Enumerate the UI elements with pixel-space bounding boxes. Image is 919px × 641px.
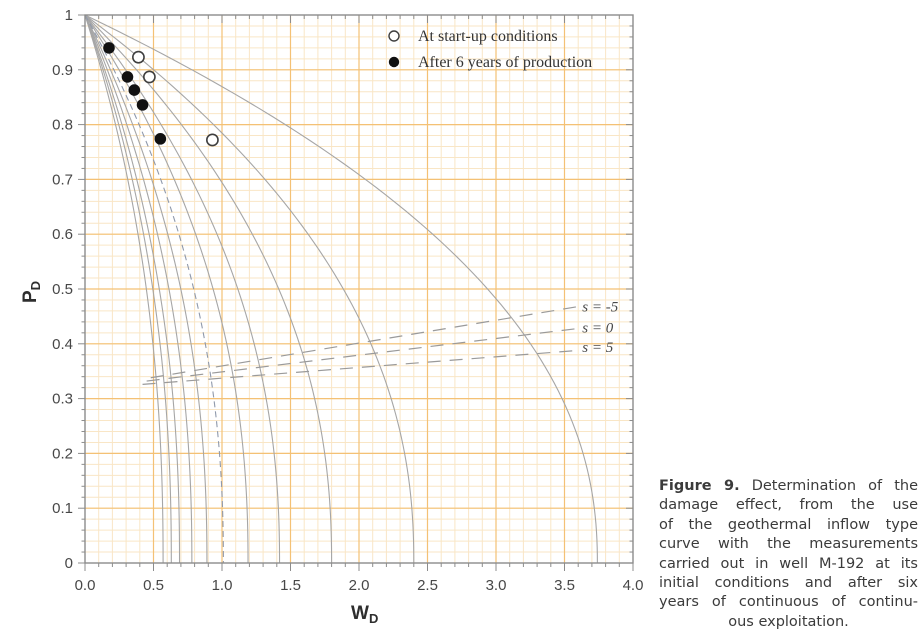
y-tick-labels: 0 0.1 0.2 0.3 0.4 0.5 0.6 0.7 0.8 0.9 1 bbox=[52, 7, 73, 572]
data-point-open bbox=[206, 133, 219, 147]
caption-text: Determination of the bbox=[751, 478, 918, 494]
data-point-open bbox=[142, 70, 156, 84]
legend: At start-up conditions After 6 years of p… bbox=[388, 28, 592, 71]
x-tick-label: 4.0 bbox=[623, 577, 644, 594]
data-point-filled bbox=[121, 71, 134, 83]
skin-line-label: s = -5 bbox=[582, 300, 618, 316]
data-point-filled bbox=[128, 84, 141, 96]
caption-line: ous exploitation. bbox=[728, 613, 849, 630]
x-tick-label: 0.5 bbox=[143, 577, 164, 594]
caption-line: damage effect, from the use bbox=[659, 497, 918, 514]
legend-label: At start-up conditions bbox=[418, 28, 558, 45]
y-tick-label: 0.9 bbox=[52, 62, 73, 79]
y-tick-label: 0.6 bbox=[52, 226, 73, 243]
y-tick-label: 0.8 bbox=[52, 117, 73, 134]
axis-box bbox=[78, 14, 634, 571]
x-tick-label: 1.0 bbox=[212, 577, 233, 594]
legend-label: After 6 years of production bbox=[418, 54, 592, 71]
skin-line-label: s = 0 bbox=[582, 320, 613, 336]
x-tick-label: 3.0 bbox=[486, 577, 507, 594]
x-tick-label: 2.0 bbox=[349, 577, 370, 594]
x-axis-title: WD bbox=[351, 603, 378, 626]
type-curves bbox=[84, 14, 598, 564]
x-tick-labels: 0.0 0.5 1.0 1.5 2.0 2.5 3.0 3.5 4.0 bbox=[75, 577, 644, 594]
y-tick-label: 0.2 bbox=[52, 445, 73, 462]
caption-line: of the geothermal inflow type bbox=[659, 516, 918, 533]
type-curve bbox=[84, 14, 193, 564]
y-tick-label: 0 bbox=[65, 555, 73, 572]
skin-line bbox=[146, 327, 579, 382]
type-curve bbox=[84, 14, 164, 564]
type-curve bbox=[84, 14, 172, 564]
y-tick-label: 0.7 bbox=[52, 171, 73, 188]
skin-line bbox=[150, 305, 579, 379]
type-curve bbox=[84, 14, 333, 564]
y-tick-label: 1 bbox=[65, 7, 73, 24]
x-tick-label: 0.0 bbox=[75, 577, 96, 594]
y-axis-title: PD bbox=[20, 281, 43, 303]
data-point-filled bbox=[103, 42, 115, 54]
type-curve bbox=[84, 14, 598, 564]
legend-marker-filled bbox=[388, 56, 400, 68]
type-curve bbox=[84, 14, 181, 564]
x-tick-label: 2.5 bbox=[417, 577, 438, 594]
type-curve bbox=[84, 14, 415, 564]
legend-marker-open bbox=[388, 30, 400, 42]
caption-line: initial conditions and after six bbox=[659, 575, 918, 592]
data-point-filled bbox=[136, 99, 149, 111]
caption-line: carried out in well M-192 at its bbox=[659, 555, 918, 572]
chart-svg: s = -5 s = 0 s = 5 0.0 0.5 1.0 1.5 2.0 2.5 3.0 3.5… bbox=[20, 7, 644, 626]
x-tick-label: 1.5 bbox=[280, 577, 301, 594]
skin-line bbox=[142, 349, 579, 385]
y-tick-label: 0.1 bbox=[52, 500, 73, 517]
y-tick-label: 0.4 bbox=[52, 336, 73, 353]
skin-line-label: s = 5 bbox=[582, 340, 613, 356]
x-tick-label: 3.5 bbox=[554, 577, 575, 594]
caption-line: curve with the measurements bbox=[659, 536, 918, 553]
plot-grid bbox=[85, 15, 633, 563]
type-curve-dashed bbox=[84, 14, 224, 564]
skin-lines: s = -5 s = 0 s = 5 bbox=[142, 300, 619, 385]
type-curve bbox=[84, 14, 208, 564]
figure-caption: Figure 9. Determination of the damage ef… bbox=[659, 477, 918, 632]
type-curve-chart: s = -5 s = 0 s = 5 0.0 0.5 1.0 1.5 2.0 2.5 3.0 3.5… bbox=[20, 7, 644, 626]
series-filled bbox=[103, 42, 167, 145]
y-tick-label: 0.5 bbox=[52, 281, 73, 298]
type-curve bbox=[84, 14, 281, 564]
caption-line: Figure 9. Determination of the bbox=[659, 477, 918, 496]
series-open bbox=[132, 50, 219, 147]
caption-line: years of continuous of continu- bbox=[659, 594, 918, 611]
caption-figure-label: Figure 9. bbox=[659, 478, 740, 494]
y-tick-label: 0.3 bbox=[52, 391, 73, 408]
data-point-open bbox=[132, 50, 145, 64]
data-point-filled bbox=[154, 133, 167, 145]
